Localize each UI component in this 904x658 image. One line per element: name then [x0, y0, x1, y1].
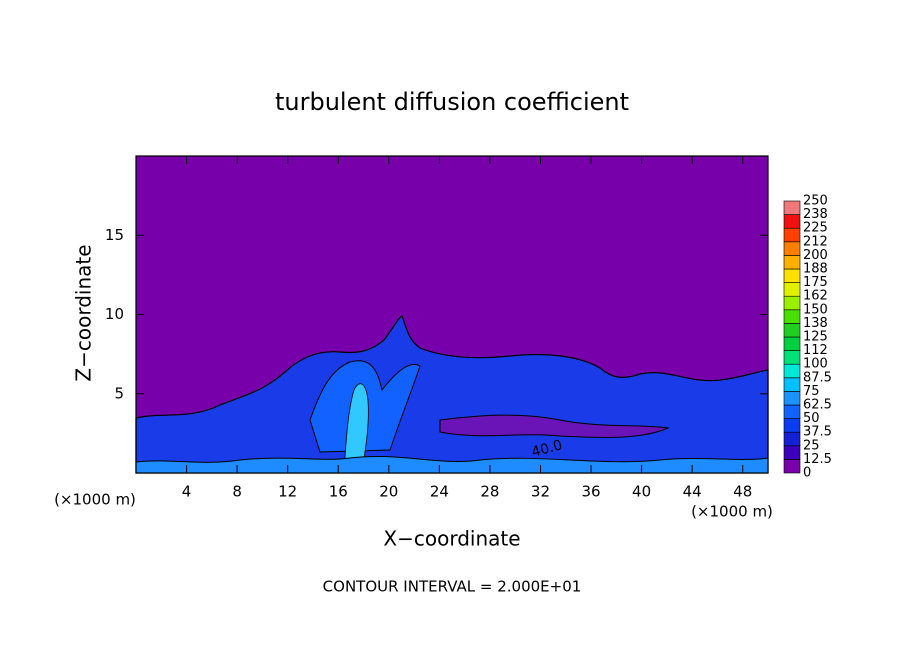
- x-tick-label: 32: [531, 483, 550, 501]
- x-tick-label: 8: [232, 483, 242, 501]
- colorbar-label: 0: [803, 466, 811, 481]
- colorbar-label: 175: [803, 275, 828, 290]
- x-tick-label: 40: [632, 483, 651, 501]
- colorbar-label: 238: [803, 207, 828, 222]
- colorbar-label: 100: [803, 357, 828, 372]
- x-tick-label: 24: [430, 483, 449, 501]
- colorbar-label: 87.5: [803, 370, 832, 385]
- colorbar-segment: [783, 445, 801, 460]
- colorbar-segment: [783, 404, 801, 419]
- field-region: [135, 455, 769, 474]
- colorbar-segment: [783, 391, 801, 406]
- colorbar-segment: [783, 431, 801, 447]
- y-axis-label: Z−coordinate: [72, 244, 96, 381]
- colorbar-segment: [783, 214, 801, 229]
- x-tick-label: 28: [480, 483, 499, 501]
- colorbar-segment: [783, 200, 801, 215]
- colorbar-label: 138: [803, 316, 828, 331]
- colorbar-segment: [783, 350, 801, 365]
- colorbar-label: 12.5: [803, 452, 832, 467]
- y-tick-label: 15: [105, 226, 124, 244]
- colorbar-segment: [783, 227, 801, 243]
- colorbar-segment: [783, 418, 801, 433]
- colorbar-label: 112: [803, 343, 828, 358]
- field-region: [439, 414, 670, 439]
- chart-title: turbulent diffusion coefficient: [275, 88, 629, 116]
- colorbar-label: 150: [803, 302, 828, 317]
- colorbar-label: 200: [803, 248, 828, 263]
- colorbar-label: 25: [803, 438, 820, 453]
- colorbar-label: 162: [803, 289, 828, 304]
- colorbar-segment: [783, 241, 801, 256]
- x-axis-label: X−coordinate: [383, 527, 520, 551]
- footer-note: CONTOUR INTERVAL = 2.000E+01: [323, 578, 582, 596]
- colorbar-segment: [783, 363, 801, 379]
- colorbar-segment: [783, 323, 801, 338]
- field-region: [343, 383, 369, 474]
- colorbar-segment: [783, 282, 801, 297]
- plot-area: [135, 156, 769, 474]
- colorbar-label: 62.5: [803, 398, 832, 413]
- colorbar-segment: [783, 255, 801, 270]
- colorbar-segment: [783, 295, 801, 311]
- colorbar-label: 212: [803, 234, 828, 249]
- x-tick-label: 48: [733, 483, 752, 501]
- colorbar-label: 75: [803, 384, 820, 399]
- x-tick-label: 20: [379, 483, 398, 501]
- colorbar-label: 225: [803, 221, 828, 236]
- contour-label: 40.0: [530, 437, 564, 461]
- colorbar-segment: [783, 459, 801, 474]
- x-unit-label: (×1000 m): [691, 503, 773, 521]
- colorbar-label: 188: [803, 262, 828, 277]
- x-tick-label: 4: [182, 483, 192, 501]
- colorbar-segment: [783, 309, 801, 324]
- colorbar-segment: [783, 377, 801, 392]
- colorbar-label: 250: [803, 194, 828, 209]
- colorbar-label: 50: [803, 411, 820, 426]
- colorbar-label: 37.5: [803, 425, 832, 440]
- y-tick-label: 10: [105, 305, 124, 323]
- x-tick-label: 12: [278, 483, 297, 501]
- colorbar-label: 125: [803, 330, 828, 345]
- x-tick-label: 44: [683, 483, 702, 501]
- x-tick-label: 16: [329, 483, 348, 501]
- y-tick-label: 5: [114, 384, 124, 402]
- x-tick-label: 36: [581, 483, 600, 501]
- colorbar-segment: [783, 336, 801, 351]
- colorbar-segment: [783, 268, 801, 283]
- x-unit-label: (×1000 m): [54, 491, 136, 509]
